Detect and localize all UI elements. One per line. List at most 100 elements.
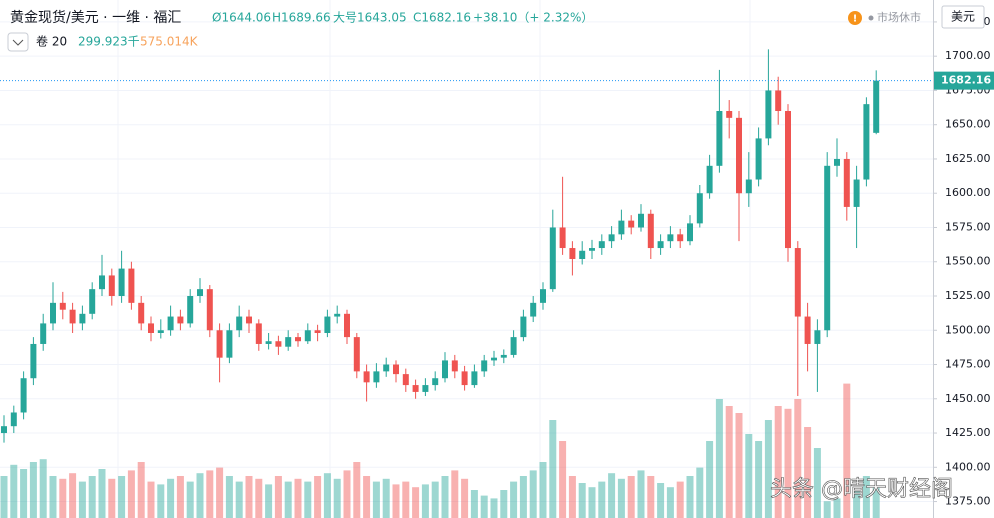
volume-bar (823, 501, 831, 518)
candle-body (1, 426, 7, 434)
volume-bar (314, 476, 322, 518)
volume-bar (657, 483, 665, 518)
candle-body (30, 343, 37, 379)
last-price-box (934, 71, 994, 90)
market-status: 市场休市 (877, 10, 921, 24)
volume-bar (676, 481, 684, 518)
candle-body (344, 313, 350, 338)
volume-bar (853, 490, 861, 518)
candle-body (99, 275, 105, 290)
candle-body (216, 330, 223, 358)
volume-bar (588, 487, 596, 518)
candle-body (657, 241, 664, 249)
candle-body (334, 313, 341, 317)
y-tick-label: 1525.00 (945, 289, 991, 302)
volume-bar (118, 476, 126, 518)
volume-bar (304, 481, 312, 518)
candle-body (608, 234, 615, 242)
candle-body (412, 385, 419, 392)
volume-bar (216, 467, 224, 518)
candle-body (402, 374, 409, 386)
candle-body (157, 330, 164, 333)
candle-body (853, 179, 860, 207)
candle-body (451, 360, 458, 372)
volume-bar (157, 484, 165, 518)
volume-bar (98, 469, 106, 518)
candle-body (510, 337, 517, 355)
volume-bar (255, 478, 263, 518)
volume-bar (510, 481, 518, 518)
candle-body (716, 111, 723, 166)
y-tick-label: 1550.00 (945, 255, 991, 268)
volume-bar (372, 481, 380, 518)
candle-body (843, 158, 850, 207)
volume-bar (147, 481, 155, 518)
volume-bar (637, 470, 645, 518)
volume-bar (382, 478, 390, 518)
candle-body (363, 371, 370, 383)
candle-body (549, 227, 556, 290)
volume-bar (402, 481, 410, 518)
volume-bar (490, 498, 498, 518)
candle-body (383, 364, 390, 372)
candle-body (834, 158, 840, 166)
y-tick-label: 1600.00 (945, 186, 991, 199)
candle-body (736, 117, 742, 194)
candle-body (442, 360, 448, 379)
volume-bar (529, 470, 537, 518)
candle-body (50, 302, 56, 324)
candle-body (814, 330, 821, 344)
candle-body (432, 378, 439, 386)
candle-body (353, 337, 360, 372)
candle-body (500, 354, 507, 358)
volume-bar (137, 462, 145, 518)
price-axis-labels: 1375.00 1400.00 1425.00 1450.00 1475.00 1500.… (933, 15, 994, 508)
volume-bar (225, 476, 233, 518)
volume-bar (627, 476, 635, 518)
y-tick-label: 1375.00 (945, 495, 991, 508)
alert-icon[interactable] (848, 11, 862, 25)
volume-bar (49, 476, 57, 518)
candle-body (118, 268, 125, 296)
volume-bar (715, 399, 723, 518)
candle-body (696, 193, 703, 224)
candle-body (255, 323, 262, 344)
candle-body (108, 275, 115, 296)
candle-body (79, 313, 86, 324)
volume-bar (265, 484, 273, 518)
candle-body (314, 330, 321, 333)
collapse-button[interactable] (7, 32, 29, 52)
volume-bar (706, 441, 714, 518)
volume-bar (294, 478, 302, 518)
low: 大号1643.05 (333, 11, 407, 25)
candle-body (206, 289, 213, 331)
candle-body (794, 248, 801, 317)
volume-bar (196, 473, 204, 518)
volume-bar (0, 476, 8, 518)
status-dot (868, 15, 874, 21)
volume-bar (284, 481, 292, 518)
volume-bar (59, 478, 67, 518)
candle-body (824, 165, 831, 331)
volume-bar (431, 481, 439, 518)
volume-bar (833, 498, 841, 518)
volume-bar (412, 487, 420, 518)
candle-body (20, 378, 27, 413)
y-tick-label: 1650.00 (945, 118, 991, 131)
candle-body (10, 412, 17, 427)
volume-bar (735, 413, 743, 518)
currency-button[interactable] (941, 5, 985, 29)
candle-body (275, 341, 282, 347)
volume-value: 299.923千 (78, 35, 140, 49)
volume-bar (78, 481, 86, 518)
candle-body (618, 220, 625, 235)
volume-ma: 575.014K (140, 35, 199, 49)
watermark: 头条 @晴天财经阁 (770, 477, 953, 502)
volume-bar (519, 476, 527, 518)
volume-bar (480, 495, 488, 518)
candle-body (187, 296, 194, 324)
volume-bar (470, 490, 478, 518)
candle-body (785, 111, 791, 249)
candle-body (559, 227, 566, 249)
